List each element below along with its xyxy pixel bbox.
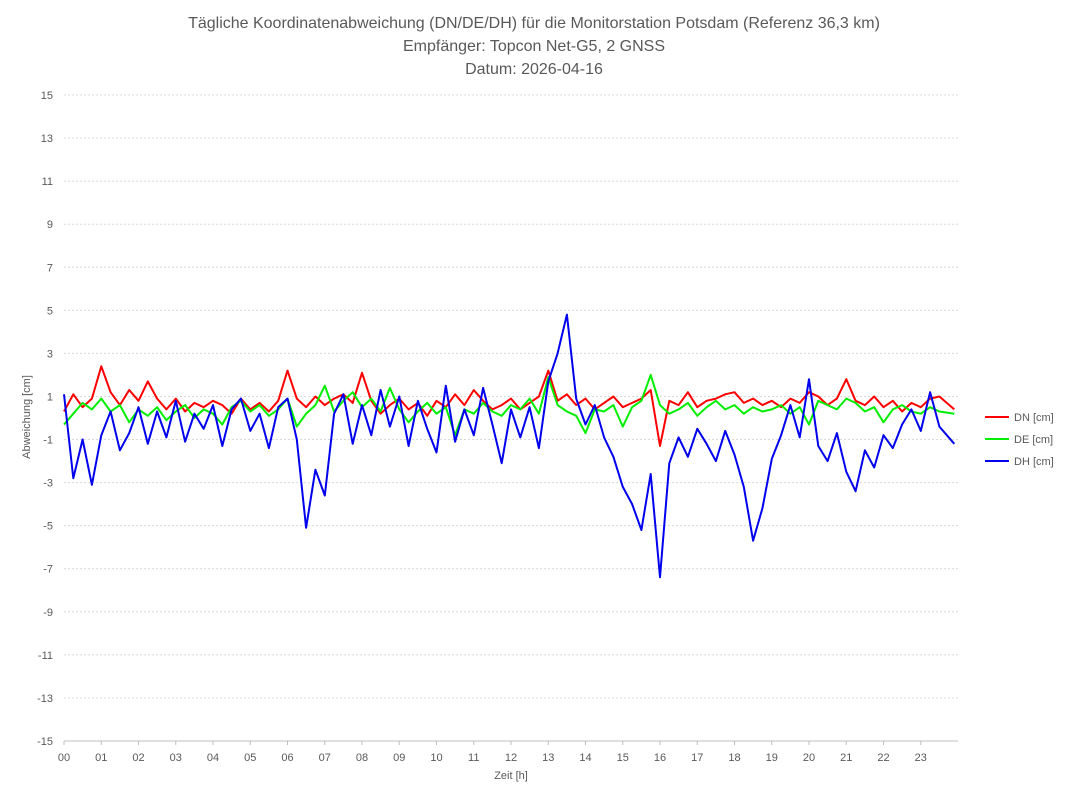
y-tick-label: 11 xyxy=(42,176,53,188)
x-tick-label: 01 xyxy=(95,752,107,764)
x-tick-label: 23 xyxy=(915,752,927,764)
legend: DN [cm] DE [cm] DH [cm] xyxy=(985,412,1054,468)
y-tick-label: 5 xyxy=(47,305,53,317)
series-line-3 xyxy=(63,313,956,579)
y-tick-label: -15 xyxy=(37,736,53,748)
x-tick-label: 21 xyxy=(840,752,852,764)
y-tick-label: 9 xyxy=(47,219,53,231)
x-tick-label: 18 xyxy=(728,752,740,764)
x-tick-label: 19 xyxy=(766,752,778,764)
y-tick-label: 3 xyxy=(47,348,53,360)
legend-label-1: DN [cm] xyxy=(1014,412,1054,424)
y-tick-label: 13 xyxy=(41,133,53,145)
x-tick-label: 04 xyxy=(207,752,219,764)
x-tick-label: 00 xyxy=(58,752,70,764)
y-tick-label: -1 xyxy=(43,435,53,447)
x-tick-label: 09 xyxy=(393,752,405,764)
y-axis-label: Abweichung [cm] xyxy=(21,375,33,459)
y-tick-label: 1 xyxy=(47,391,53,403)
x-tick-label: 03 xyxy=(170,752,182,764)
x-tick-label: 06 xyxy=(281,752,293,764)
y-tick-label: -13 xyxy=(37,693,53,705)
x-tick-label: 15 xyxy=(617,752,629,764)
x-tick-label: 07 xyxy=(319,752,331,764)
y-tick-label: 15 xyxy=(41,90,53,102)
x-axis-label: Zeit [h] xyxy=(494,770,528,782)
y-tick-label: 7 xyxy=(47,262,53,274)
x-tick-label: 05 xyxy=(244,752,256,764)
chart-title-line-3: Datum: 2026-04-16 xyxy=(465,61,603,78)
y-tick-label: -9 xyxy=(43,607,53,619)
x-tick-label: 20 xyxy=(803,752,815,764)
x-tick-label: 13 xyxy=(542,752,554,764)
y-tick-label: -5 xyxy=(43,521,53,533)
series-line-1 xyxy=(63,365,955,447)
legend-label-2: DE [cm] xyxy=(1014,434,1053,446)
series-line-2 xyxy=(63,373,955,437)
x-tick-label: 11 xyxy=(468,752,479,764)
y-axis-ticks: 15 13 11 9 7 5 3 1 -1 -3 -5 -7 -9 -11 -13 -15 xyxy=(37,90,53,748)
y-tick-label: -3 xyxy=(43,478,53,490)
x-axis-ticks: 00 01 02 03 04 05 06 07 08 09 10 11 12 13 14 15 16 17 18 19… xyxy=(58,740,958,764)
chart-title-line-2: Empfänger: Topcon Net-G5, 2 GNSS xyxy=(403,38,665,55)
x-tick-label: 16 xyxy=(654,752,666,764)
chart-title-line-1: Tägliche Koordinatenabweichung (DN/DE/DH… xyxy=(188,15,880,32)
x-tick-label: 22 xyxy=(877,752,889,764)
x-tick-label: 17 xyxy=(691,752,703,764)
legend-label-3: DH [cm] xyxy=(1014,456,1054,468)
y-tick-label: -7 xyxy=(43,564,53,576)
x-tick-label: 14 xyxy=(579,752,591,764)
y-tick-label: -11 xyxy=(38,650,53,662)
x-tick-label: 12 xyxy=(505,752,517,764)
x-tick-label: 08 xyxy=(356,752,368,764)
x-tick-label: 02 xyxy=(132,752,144,764)
x-tick-label: 10 xyxy=(430,752,442,764)
series-lines xyxy=(63,313,956,579)
